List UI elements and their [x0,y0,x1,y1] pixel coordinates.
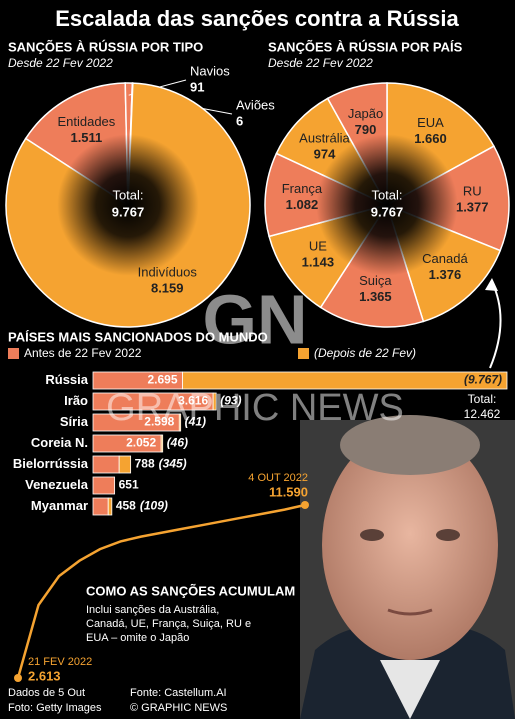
legend-label: Antes de 22 Fev 2022 [24,346,142,360]
bar [92,476,116,495]
slice-value: 8.159 [151,280,184,295]
footer-copyright: © GRAPHIC NEWS [130,702,227,714]
slice-value: 790 [355,122,377,137]
line [16,503,306,679]
slice-label: Entidades [57,114,115,129]
value-label: 651 [119,478,139,492]
value-label: 2.052 [126,436,156,450]
category-label: Síria [60,414,89,429]
slice-label: Aviões [236,97,275,112]
slice-value: 6 [236,113,243,128]
slice-label: EUA [417,115,444,130]
total-value: 12.462 [464,407,501,421]
slice-value: 974 [314,146,336,161]
value-label: 2.613 [28,668,61,683]
value-label: 458 [116,499,136,513]
line-title: COMO AS SANÇÕES ACUMULAM [86,583,295,598]
slice-value: 91 [190,79,204,94]
total-label: Total: [468,392,497,406]
bar [212,392,217,411]
halftone-center [316,134,458,276]
slice-label: Suiça [359,273,392,288]
value-label: 3.616 [178,394,208,408]
watermark-text: GRAPHIC NEWS [106,387,404,429]
bar [182,371,508,390]
value-label: 2.695 [147,373,177,387]
legend-swatch [298,348,309,359]
end-point [14,674,22,682]
bar [118,455,132,474]
category-label: Irão [64,393,88,408]
line-note: Inclui sanções da Austrália, Canadá, UE, … [86,604,251,644]
slice-value: 1.660 [414,131,447,146]
bar [178,413,182,432]
date-label: 21 FEV 2022 [28,656,92,668]
pie-subtitle: Desde 22 Fev 2022 [268,56,373,70]
category-label: Venezuela [25,477,89,492]
bar [92,455,120,474]
value-label: (9.767) [464,373,502,387]
pie-title: SANÇÕES À RÚSSIA POR PAÍS [268,39,463,54]
halftone-center [57,134,199,276]
slice-value: 1.511 [70,130,102,145]
value-label: (109) [140,499,168,513]
total-value: 9.767 [112,204,145,219]
category-label: Coreia N. [31,435,88,450]
slice-label: França [282,181,323,196]
slice-label: Navios [190,63,230,78]
bar [160,434,164,453]
watermark-logo: GN [203,280,308,358]
value-label: 11.590 [269,484,308,499]
legend-swatch [8,348,19,359]
total-value: 9.767 [371,204,404,219]
bar [107,497,113,516]
slice-value: 1.376 [429,267,462,282]
value-label: (93) [220,394,241,408]
arrowhead [485,278,498,291]
footer-note: Dados de 5 Out [8,687,85,699]
category-label: Bielorrússia [13,456,89,471]
value-label: (345) [159,457,187,471]
slice-label: UE [309,239,327,254]
bar [92,497,109,516]
category-label: Myanmar [31,498,88,513]
slice-value: 1.377 [456,199,489,214]
value-label: 788 [135,457,155,471]
photo [300,415,515,719]
slice-value: 1.082 [286,197,319,212]
value-label: 2.598 [144,415,174,429]
pie-title: SANÇÕES À RÚSSIA POR TIPO [8,39,203,54]
end-point [301,501,309,509]
slice-label: Japão [348,106,383,121]
title: Escalada das sanções contra a Rússia [55,6,459,31]
category-label: Rússia [45,372,88,387]
pie-subtitle: Desde 22 Fev 2022 [8,56,113,70]
total-label: Total: [112,187,143,202]
date-label: 4 OUT 2022 [248,472,308,484]
slice-label: RU [463,183,482,198]
total-label: Total: [371,187,402,202]
legend-label: (Depois de 22 Fev) [314,346,416,360]
slice-label: Austrália [299,130,350,145]
footer-photo: Foto: Getty Images [8,702,102,714]
bar-title: PAÍSES MAIS SANCIONADOS DO MUNDO [8,329,268,344]
footer-source: Fonte: Castellum.AI [130,687,227,699]
slice-value: 1.143 [302,255,335,270]
value-label: (46) [167,436,188,450]
slice-value: 1.365 [359,289,392,304]
value-label: (41) [185,415,206,429]
